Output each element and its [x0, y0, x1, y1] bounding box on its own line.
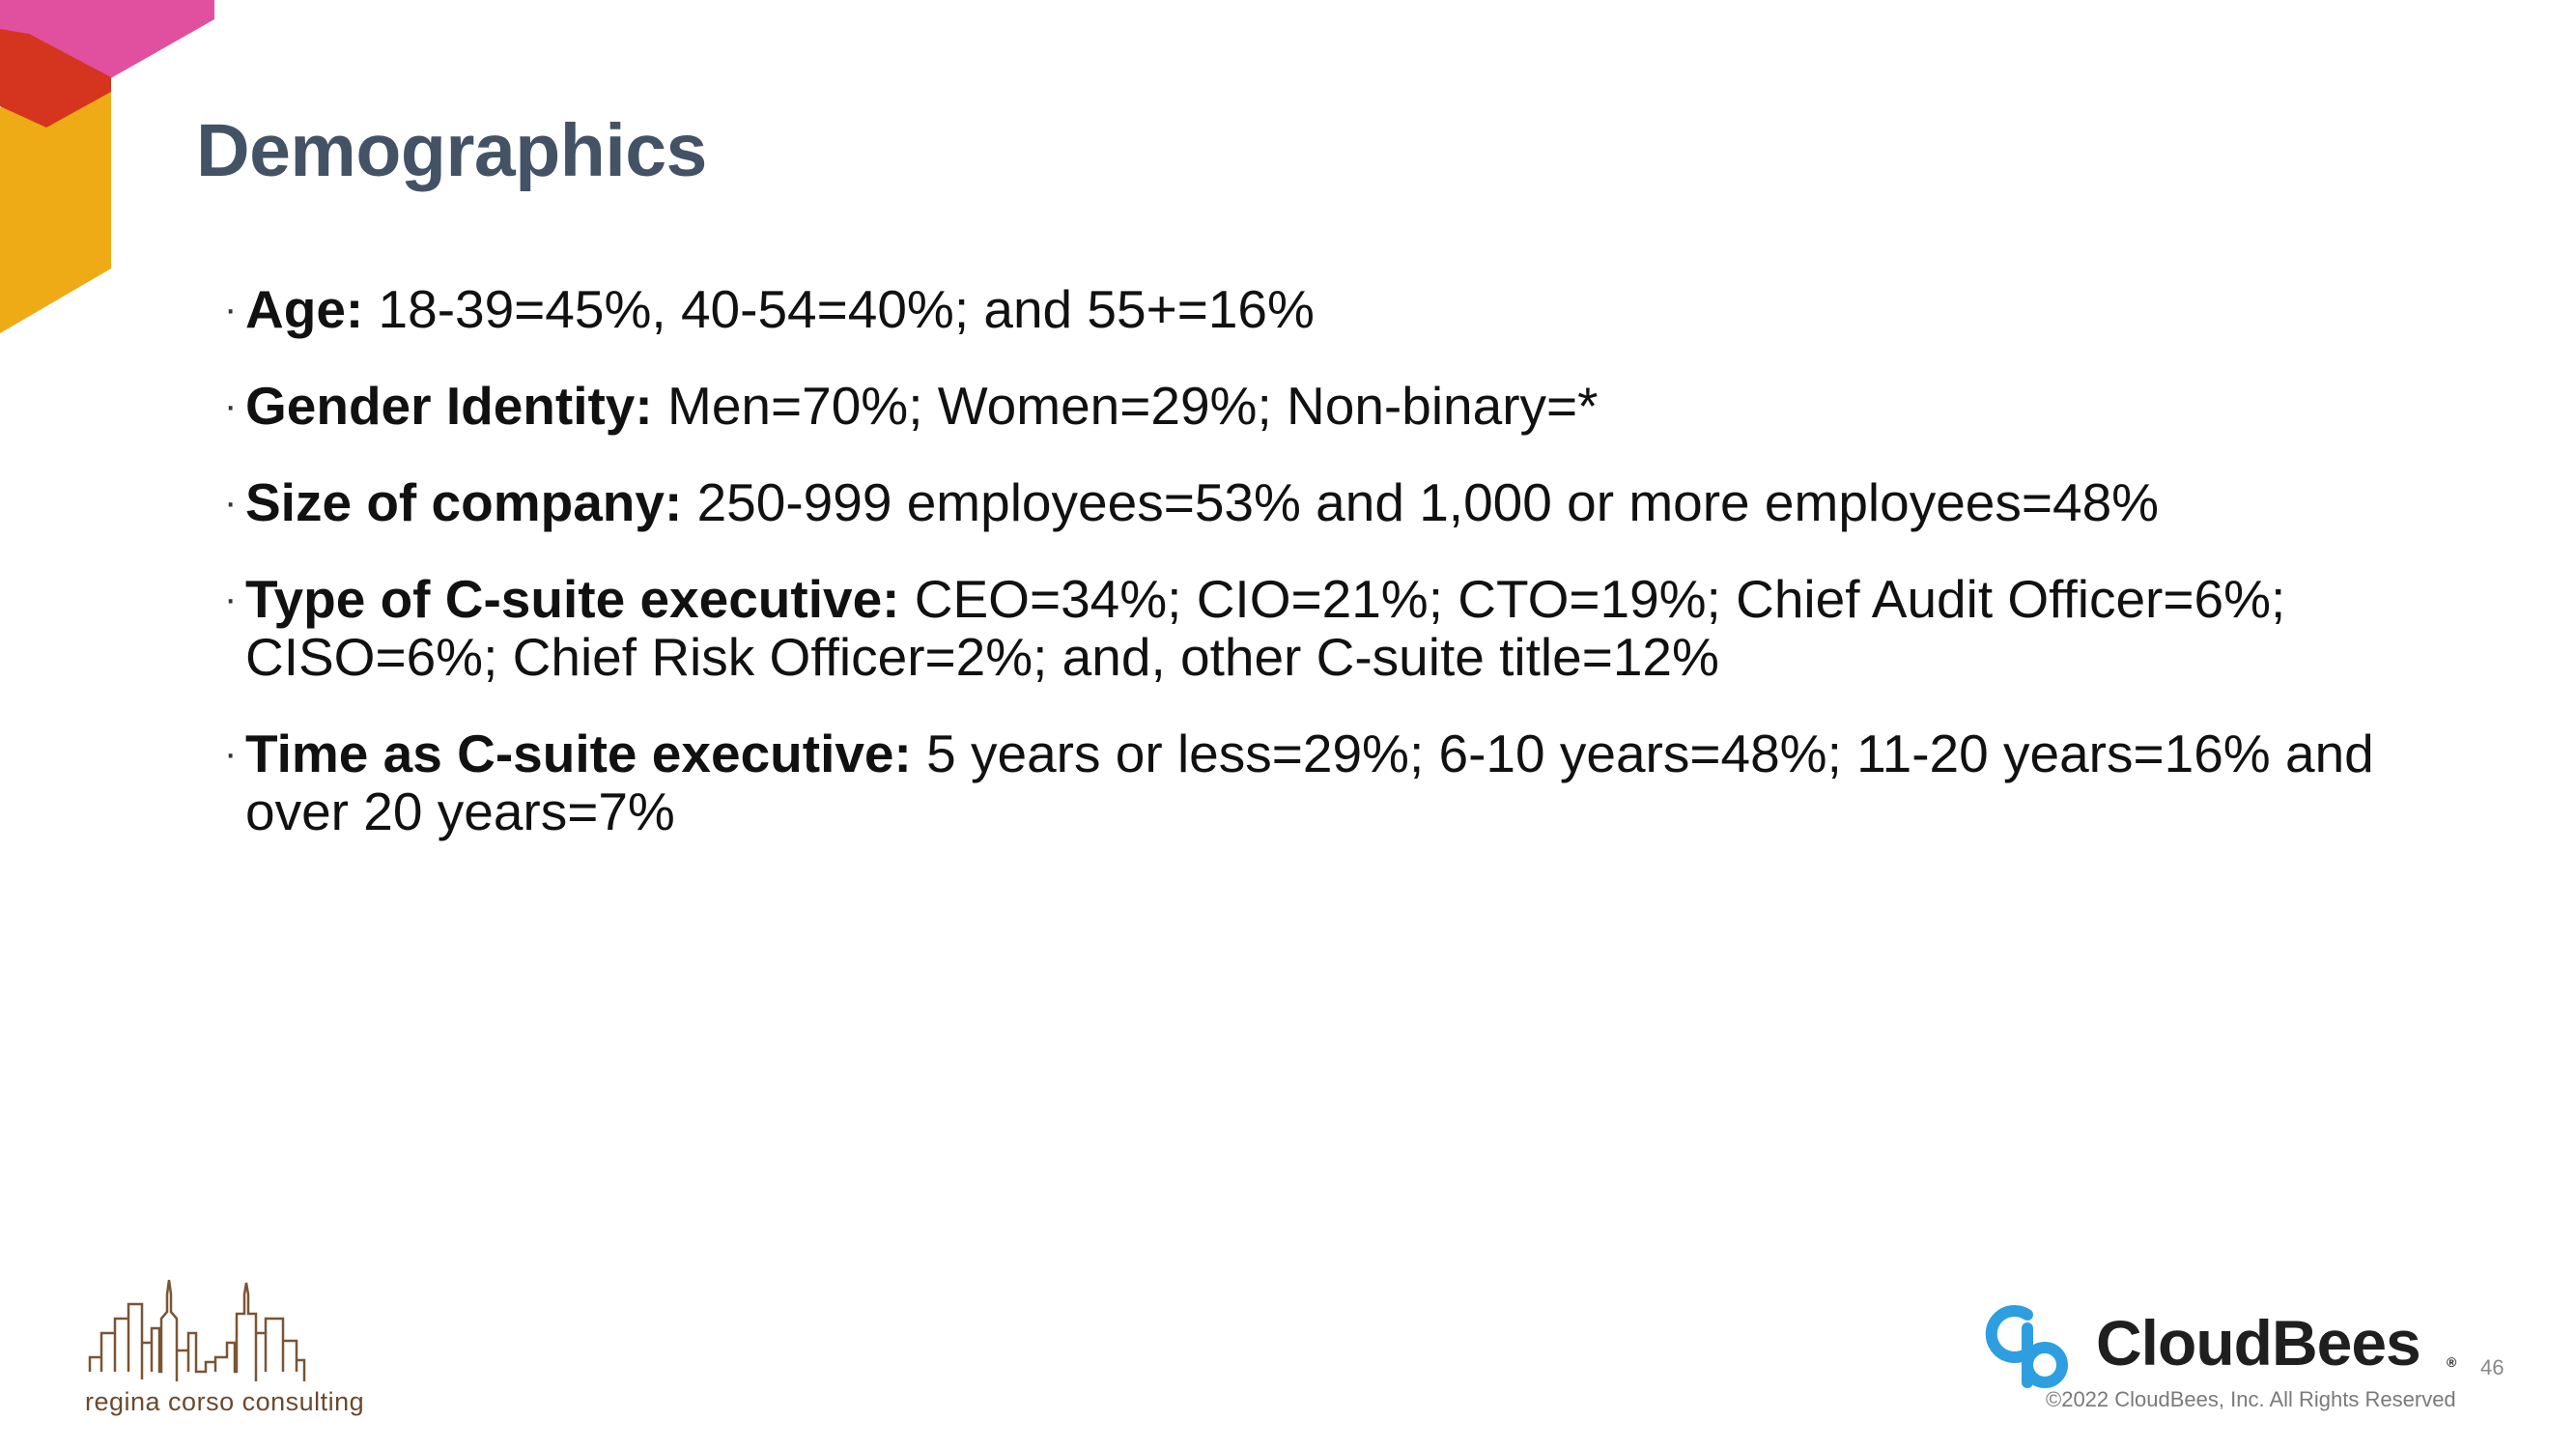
bullet-company-size: · Size of company: 250-999 employees=53%…	[220, 473, 2480, 531]
city-skyline-logo-icon	[88, 1279, 306, 1381]
bullet-label: Size of company:	[245, 472, 683, 532]
bullet-dot-icon: ·	[224, 732, 238, 775]
bullet-dot-icon: ·	[224, 481, 238, 524]
bullet-age: · Age: 18-39=45%, 40-54=40%; and 55+=16%	[220, 280, 2480, 338]
corner-decoration	[0, 0, 214, 333]
bullet-gender-identity: · Gender Identity: Men=70%; Women=29%; N…	[220, 377, 2480, 435]
bullet-label: Gender Identity:	[245, 376, 653, 436]
bullet-text: 5 years or less=29%; 6-10 years=48%; 11-…	[245, 724, 2374, 841]
bullet-text: 18-39=45%, 40-54=40%; and 55+=16%	[363, 279, 1315, 339]
consulting-logo-text: regina corso consulting	[85, 1387, 365, 1416]
bullet-label: Type of C-suite executive:	[245, 569, 900, 629]
registered-mark: ®	[2447, 1354, 2457, 1370]
copyright-notice: ©2022 CloudBees, Inc. All Rights Reserve…	[2046, 1387, 2456, 1411]
bullet-executive-type: · Type of C-suite executive: CEO=34%; CI…	[220, 570, 2480, 686]
cloudbees-wordmark: CloudBees	[2096, 1307, 2421, 1378]
bullet-dot-icon: ·	[224, 578, 238, 620]
bullet-text: Men=70%; Women=29%; Non-binary=*	[652, 376, 1599, 436]
cloudbees-logo-icon	[1985, 1305, 2068, 1388]
bullet-label: Age:	[245, 279, 364, 339]
bullet-text: 250-999 employees=53% and 1,000 or more …	[682, 472, 2160, 532]
bullet-text: CEO=34%; CIO=21%; CTO=19%; Chief Audit O…	[245, 569, 2286, 687]
bullet-dot-icon: ·	[224, 384, 238, 427]
bullet-label: Time as C-suite executive:	[245, 724, 912, 783]
page-number: 46	[2480, 1355, 2505, 1379]
bullet-dot-icon: ·	[224, 288, 238, 330]
bullet-executive-tenure: · Time as C-suite executive: 5 years or …	[220, 724, 2480, 840]
slide-title: Demographics	[196, 109, 707, 192]
demographics-list: · Age: 18-39=45%, 40-54=40%; and 55+=16%…	[220, 280, 2480, 879]
